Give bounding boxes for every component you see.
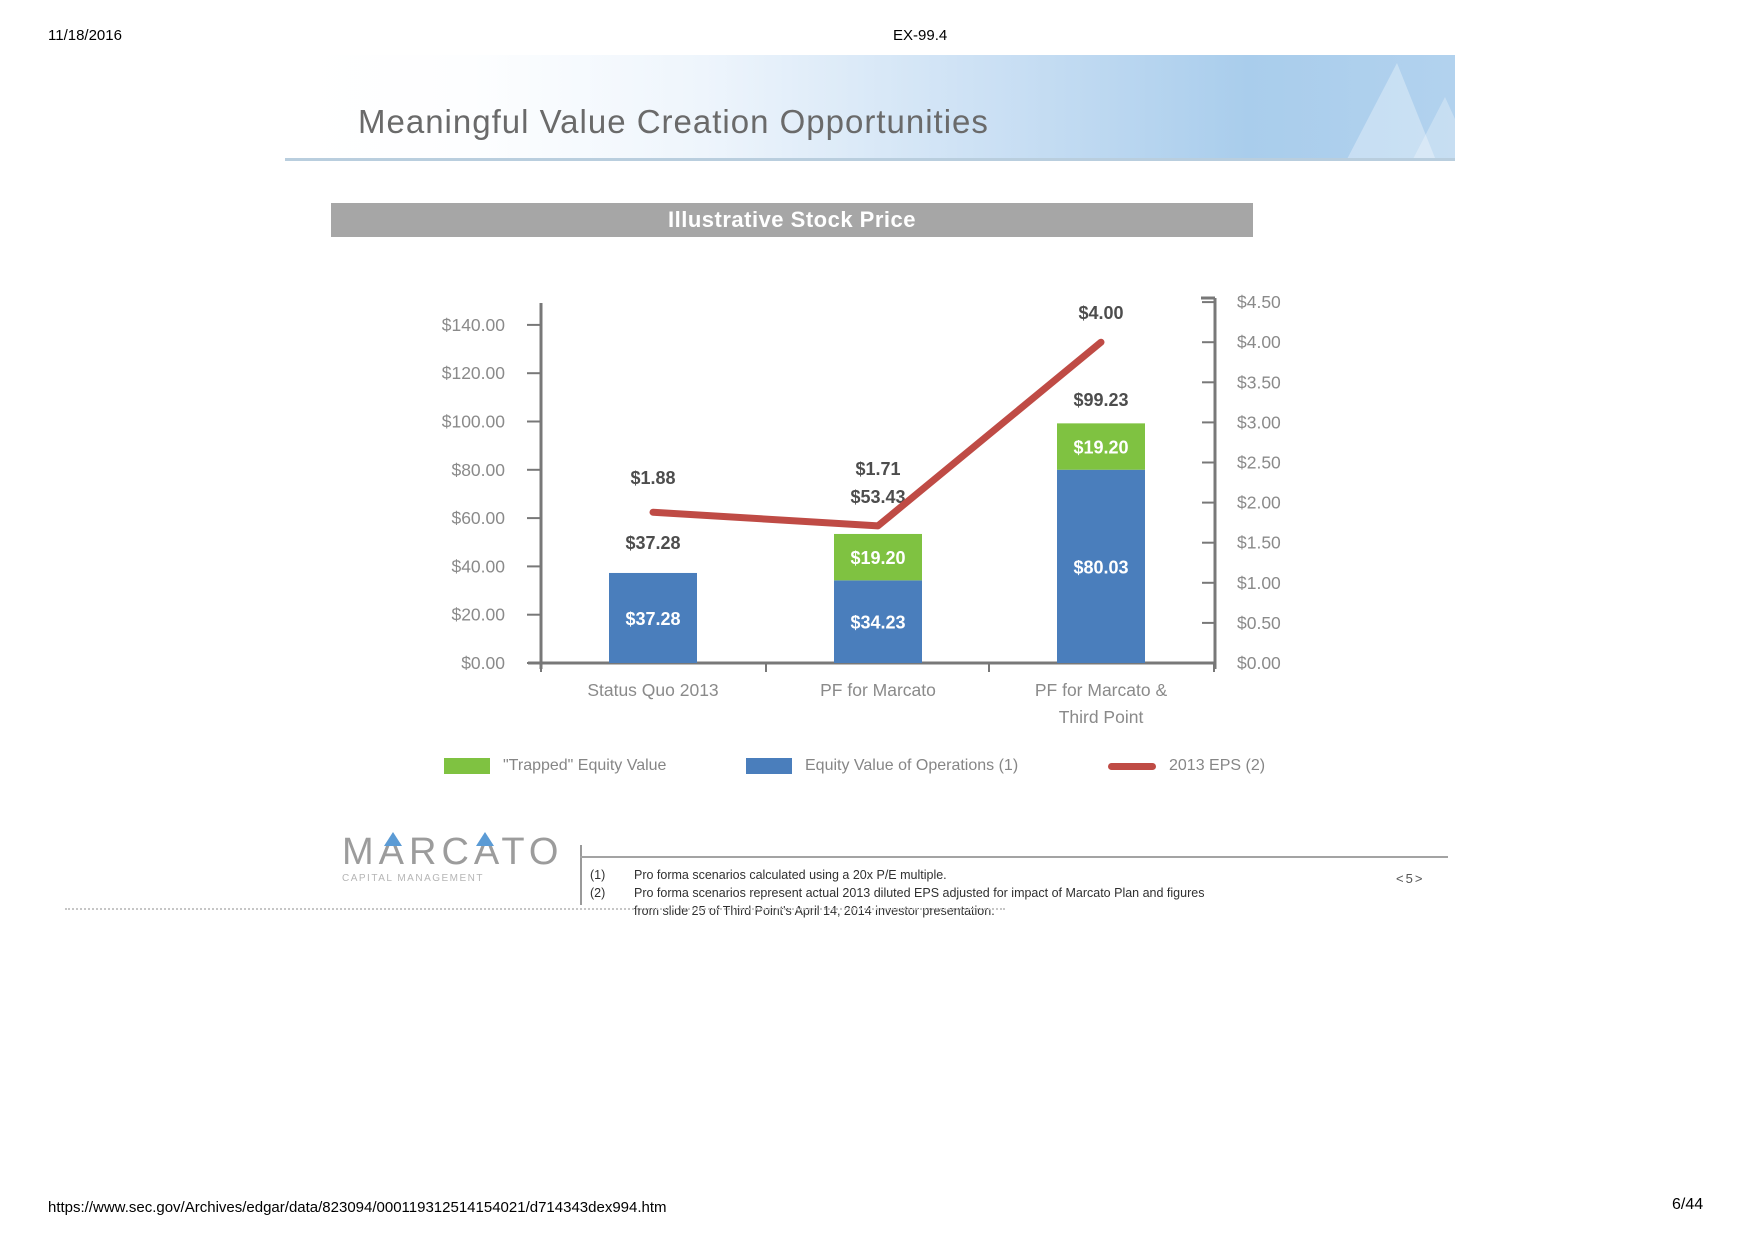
left-axis-tick-label: $120.00 (442, 363, 506, 383)
slide-title: Meaningful Value Creation Opportunities (358, 103, 989, 140)
red-line-swatch-icon (1108, 762, 1156, 770)
right-axis-tick-label: $1.50 (1237, 533, 1281, 553)
bar-value-label: $19.20 (850, 548, 905, 568)
header-underline (285, 158, 1455, 161)
category-label: PF for Marcato (820, 680, 936, 700)
legend-item-2013-eps: 2013 EPS (2) (1108, 757, 1265, 775)
right-axis-tick-label: $0.00 (1237, 653, 1281, 673)
bar-value-label: $34.23 (850, 613, 905, 633)
chart-title: Illustrative Stock Price (668, 207, 916, 232)
footnote-1: (1) Pro forma scenarios calculated using… (590, 866, 1290, 884)
footer-vertical-divider (580, 845, 582, 905)
right-axis-tick-label: $4.00 (1237, 332, 1281, 352)
logo-triangle-icon (384, 832, 402, 846)
right-axis-tick-label: $2.50 (1237, 453, 1281, 473)
page-number: 6/44 (1672, 1196, 1704, 1213)
footnotes: (1) Pro forma scenarios calculated using… (590, 866, 1290, 920)
bar-equity-value-operations (834, 580, 922, 663)
eps-value-label: $1.88 (630, 468, 675, 488)
green-swatch-icon (444, 758, 490, 774)
right-axis-tick-label: $0.50 (1237, 613, 1281, 633)
legend-label: Equity Value of Operations (1) (805, 757, 1019, 774)
source-url: https://www.sec.gov/Archives/edgar/data/… (48, 1199, 667, 1216)
total-value-label: $37.28 (625, 533, 680, 553)
footer-dotted-line (65, 908, 1005, 910)
bar-equity-value-operations (609, 572, 697, 663)
legend-item-trapped-equity: "Trapped" Equity Value (444, 757, 666, 775)
bar-trapped-equity-value (1057, 423, 1145, 470)
slide-page-marker: <5> (1396, 871, 1425, 886)
chart-title-banner: Illustrative Stock Price (331, 203, 1253, 237)
total-value-label: $53.43 (850, 487, 905, 507)
footnote-2: (2) Pro forma scenarios represent actual… (590, 884, 1290, 920)
right-axis-tick-label: $2.00 (1237, 493, 1281, 513)
left-axis-tick-label: $0.00 (461, 653, 505, 673)
footnote-number: (2) (590, 886, 606, 900)
right-axis-tick-label: $4.50 (1237, 292, 1281, 312)
logo-subtitle: CAPITAL MANAGEMENT (342, 873, 485, 884)
blue-swatch-icon (746, 758, 792, 774)
left-axis-tick-label: $100.00 (442, 412, 506, 432)
eps-value-label: $4.00 (1078, 303, 1123, 323)
header-decor-triangle-icon (1345, 63, 1437, 158)
left-axis-tick-label: $60.00 (451, 508, 505, 528)
bar-value-label: $37.28 (625, 609, 680, 629)
right-axis-tick-label: $3.50 (1237, 372, 1281, 392)
category-label: Status Quo 2013 (587, 680, 718, 700)
eps-line (649, 338, 1105, 530)
right-axis-tick-label: $1.00 (1237, 573, 1281, 593)
exhibit-label: EX-99.4 (893, 27, 948, 44)
footnote-number: (1) (590, 868, 606, 882)
bar-value-label: $80.03 (1073, 557, 1128, 577)
legend-item-equity-value-operations: Equity Value of Operations (1) (746, 757, 1018, 775)
eps-value-label: $1.71 (855, 459, 900, 479)
left-axis-tick-label: $20.00 (451, 605, 505, 625)
left-axis-tick-label: $80.00 (451, 460, 505, 480)
header-decor-triangle-icon (1411, 97, 1455, 158)
left-axis-tick-label: $140.00 (442, 315, 506, 335)
right-axis-tick-label: $3.00 (1237, 412, 1281, 432)
left-axis-tick-label: $40.00 (451, 556, 505, 576)
footnote-text: Pro forma scenarios represent actual 201… (634, 886, 1205, 918)
print-date: 11/18/2016 (48, 27, 122, 44)
bar-equity-value-operations (1057, 469, 1145, 663)
legend-label: "Trapped" Equity Value (503, 757, 667, 774)
slide-header-band: Meaningful Value Creation Opportunities (300, 55, 1455, 158)
legend-label: 2013 EPS (2) (1169, 757, 1266, 774)
category-label: PF for Marcato & Third Point (1035, 680, 1168, 727)
bar-value-label: $19.20 (1073, 438, 1128, 458)
footnote-text: Pro forma scenarios calculated using a 2… (634, 868, 947, 882)
marcato-logo: MARCATO CAPITAL MANAGEMENT (342, 831, 564, 884)
total-value-label: $99.23 (1073, 390, 1128, 410)
footer-horizontal-rule (580, 856, 1448, 858)
logo-triangle-icon (476, 832, 494, 846)
logo-wordmark: MARCATO (342, 831, 564, 873)
bar-trapped-equity-value (834, 533, 922, 581)
